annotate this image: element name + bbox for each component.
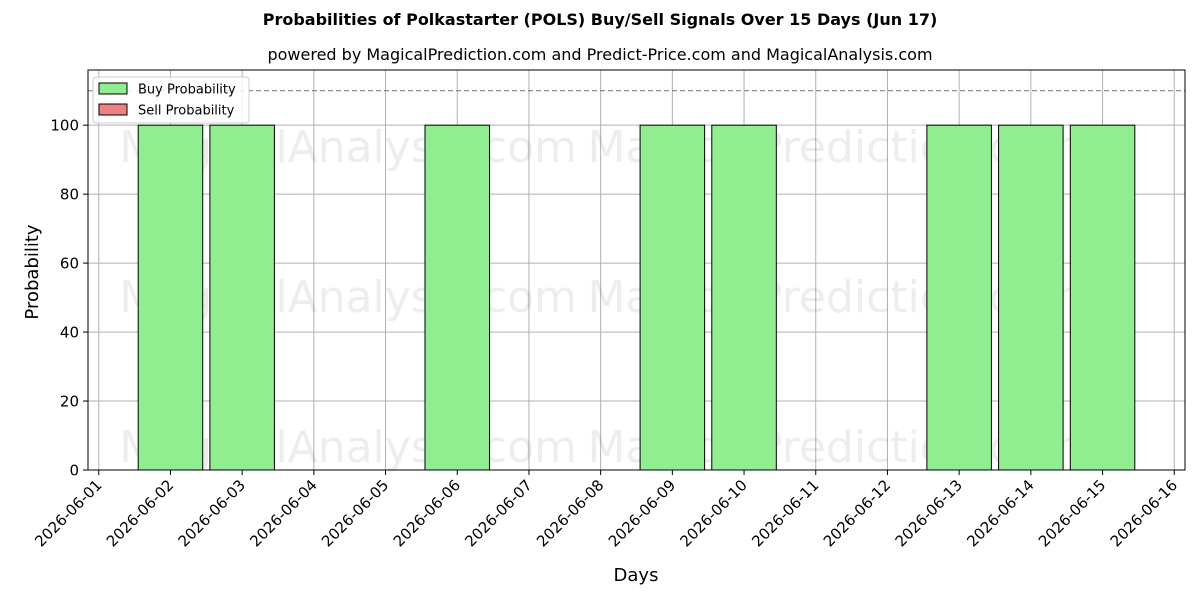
plot-frame [87, 69, 1186, 471]
buy-bar [137, 124, 204, 471]
legend: Buy Probability Sell Probability [92, 76, 250, 124]
legend-sell-swatch [98, 103, 128, 116]
x-axis-label: Days [614, 565, 659, 586]
legend-buy-swatch [98, 82, 128, 95]
x-tick-label: 2026-06-14 [963, 476, 1037, 550]
buy-bar [711, 124, 777, 471]
buy-bar [209, 124, 275, 471]
y-tick-label: 0 [69, 462, 79, 480]
x-tick-label: 2026-06-09 [605, 476, 679, 550]
y-tick-label: 100 [50, 117, 79, 135]
buy-bar [424, 124, 491, 471]
x-tick-label: 2026-06-10 [676, 476, 750, 550]
y-tick-label: 80 [60, 186, 79, 204]
y-tick-label: 40 [60, 324, 79, 342]
x-tick-label: 2026-06-04 [246, 476, 320, 550]
y-tick-label: 60 [60, 255, 79, 273]
x-tick-label: 2026-06-01 [31, 476, 105, 550]
buy-bar [998, 124, 1064, 471]
x-tick-label: 2026-06-12 [820, 476, 894, 550]
x-tick-label: 2026-06-03 [175, 476, 249, 550]
legend-sell-label: Sell Probability [138, 104, 235, 119]
x-tick-label: 2026-06-05 [318, 476, 392, 550]
x-tick-label: 2026-06-16 [1107, 476, 1181, 550]
x-tick-label: 2026-06-07 [461, 476, 535, 550]
x-tick-label: 2026-06-11 [748, 476, 822, 550]
legend-box [92, 76, 250, 124]
x-tick-label: 2026-06-08 [533, 476, 607, 550]
legend-buy-label: Buy Probability [138, 83, 236, 98]
x-tick-label: 2026-06-02 [103, 476, 177, 550]
x-tick-label: 2026-06-15 [1035, 476, 1109, 550]
buy-bar [926, 124, 992, 471]
buy-bar [639, 124, 706, 471]
chart-title: Probabilities of Polkastarter (POLS) Buy… [262, 10, 938, 29]
buy-bar [1069, 124, 1136, 471]
x-tick-label: 2026-06-06 [390, 476, 464, 550]
chart-subtitle: powered by MagicalPrediction.com and Pre… [267, 45, 933, 64]
y-axis-label: Probability [22, 224, 43, 319]
y-tick-label: 20 [60, 393, 79, 411]
x-tick-label: 2026-06-13 [892, 476, 966, 550]
